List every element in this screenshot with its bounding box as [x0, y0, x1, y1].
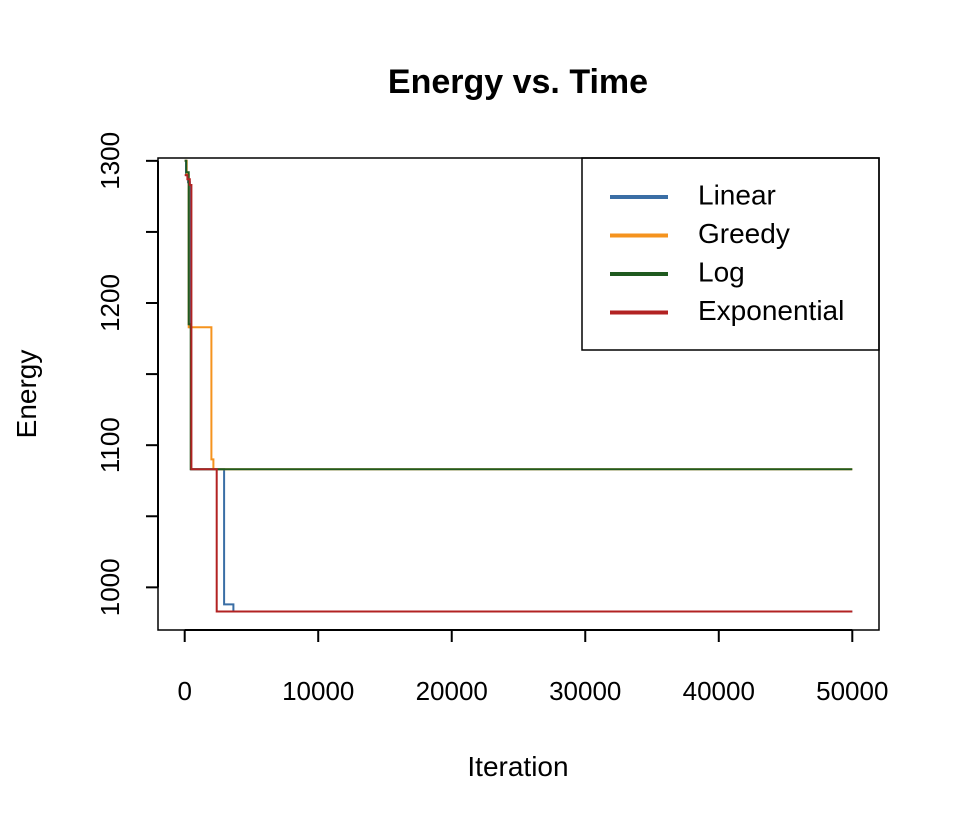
x-axis-label: Iteration: [467, 751, 568, 782]
legend-box: [581, 157, 880, 351]
legend: Linear Greedy Log Exponential: [581, 157, 880, 351]
y-tick-label: 1200: [95, 274, 125, 332]
plot-area: 0 10000 20000 30000 40000 50000 1000110012001…: [95, 132, 889, 706]
y-tick-label: 1300: [95, 132, 125, 190]
x-tick-label: 10000: [282, 676, 354, 706]
series-line-exponential: [184, 174, 853, 613]
y-tick-label: 1100: [95, 417, 125, 473]
y-axis-ticks: 1000 1100 1200 1300: [95, 132, 158, 616]
legend-label: Exponential: [698, 295, 844, 326]
x-axis-ticks: 0 10000 20000 30000 40000 50000: [177, 630, 888, 706]
y-tick-label: 1000: [95, 558, 125, 616]
plot-frame: [157, 157, 880, 631]
legend-label: Greedy: [698, 218, 790, 249]
x-tick-label: 50000: [816, 676, 888, 706]
x-tick-label: 40000: [683, 676, 755, 706]
legend-label: Linear: [698, 179, 776, 210]
legend-label: Log: [698, 256, 745, 287]
series-group: [184, 159, 853, 613]
x-tick-label: 30000: [549, 676, 621, 706]
x-tick-label: 20000: [416, 676, 488, 706]
y-axis-label: Energy: [11, 350, 42, 439]
x-tick-label: 0: [177, 676, 191, 706]
chart-title: Energy vs. Time: [388, 63, 648, 101]
